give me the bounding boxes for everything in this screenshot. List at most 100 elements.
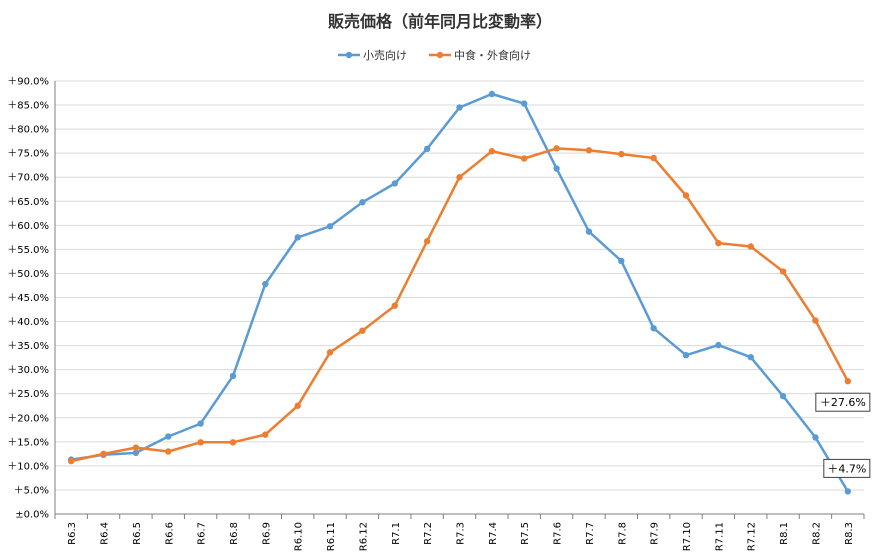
y-tick-label: ＋35.0% — [7, 341, 49, 352]
data-point — [456, 104, 463, 111]
data-point — [391, 302, 398, 309]
x-tick-label: R8.3 — [844, 522, 855, 545]
data-point — [359, 327, 366, 334]
y-tick-label: ＋5.0% — [14, 485, 49, 496]
data-point — [715, 239, 722, 247]
data-point — [294, 402, 301, 409]
data-point — [262, 431, 269, 438]
data-point — [682, 352, 690, 359]
data-point — [197, 439, 204, 446]
chart-title: 販売価格（前年同月比変動率） — [328, 12, 552, 31]
x-tick-label: R6.11 — [326, 522, 337, 551]
data-point — [650, 325, 657, 332]
series-line — [70, 147, 849, 463]
series-0 — [67, 90, 852, 495]
data-point — [747, 353, 754, 361]
y-tick-label: ＋65.0% — [7, 197, 49, 208]
data-point — [844, 378, 852, 385]
y-tick-label: ±0.0% — [15, 510, 49, 521]
data-point — [521, 100, 528, 107]
y-tick-label: ＋10.0% — [7, 461, 49, 472]
data-point — [618, 150, 625, 158]
x-axis-ticks: R6.3 R6.4 R6.5 R6.6 R6.7 R6.8 R6.9 R6.10 R6.11 R6… — [67, 522, 855, 551]
x-tick-label: R7.4 — [488, 522, 499, 545]
data-point — [132, 449, 140, 457]
legend-item: 中食・外食向け — [429, 48, 531, 62]
x-tick-label: R7.10 — [682, 522, 693, 551]
data-point — [326, 349, 334, 356]
data-point — [812, 317, 819, 324]
callouts: ＋27.6% ＋4.7% — [815, 392, 871, 478]
data-point — [521, 155, 528, 162]
data-point — [585, 228, 593, 235]
y-tick-label: ＋90.0% — [7, 77, 49, 88]
legend-marker — [436, 51, 444, 59]
x-tick-label: R6.4 — [100, 522, 111, 545]
data-point — [488, 90, 496, 98]
x-tick-label: R7.11 — [714, 522, 725, 551]
data-point — [423, 238, 431, 245]
legend-item: 小売向け — [338, 48, 407, 62]
data-point — [423, 145, 431, 153]
data-point — [197, 420, 204, 427]
x-tick-label: R6.3 — [67, 522, 78, 545]
callout-label: ＋4.7% — [827, 462, 866, 475]
data-point — [359, 199, 366, 206]
y-tick-label: ＋40.0% — [7, 317, 49, 328]
x-tick-label: R7.8 — [617, 522, 628, 545]
y-tick-label: ＋75.0% — [7, 149, 49, 160]
x-tick-label: R7.5 — [520, 522, 531, 545]
data-point — [682, 192, 690, 199]
data-point — [262, 280, 269, 288]
data-point — [67, 457, 75, 465]
y-tick-label: ＋15.0% — [7, 437, 49, 448]
data-point — [165, 433, 172, 440]
axes — [54, 81, 865, 519]
data-point — [294, 234, 301, 241]
x-tick-label: R6.6 — [164, 522, 175, 545]
y-tick-label: ＋60.0% — [7, 221, 49, 232]
data-point — [779, 392, 787, 400]
data-point — [165, 448, 172, 455]
data-point — [456, 174, 463, 181]
value-callout: ＋27.6% — [815, 392, 871, 412]
y-tick-label: ＋45.0% — [7, 293, 49, 304]
gridlines — [55, 80, 864, 491]
data-point — [747, 243, 754, 250]
y-tick-label: ＋30.0% — [7, 365, 49, 376]
x-tick-label: R7.1 — [391, 522, 402, 545]
x-tick-label: R8.2 — [811, 522, 822, 545]
x-tick-label: R7.3 — [456, 522, 467, 545]
y-tick-label: ＋55.0% — [7, 245, 49, 256]
data-point — [391, 180, 398, 187]
y-tick-label: ＋25.0% — [7, 389, 49, 400]
y-axis-ticks: ±0.0% ＋5.0% ＋10.0% ＋15.0% ＋20.0% ＋25.0% ＋30.0%… — [7, 77, 49, 521]
data-point — [618, 257, 625, 265]
data-point — [553, 145, 560, 152]
legend: 小売向け 中食・外食向け — [338, 48, 531, 62]
callout-box — [823, 458, 871, 478]
data-point — [326, 223, 334, 230]
x-tick-label: R7.6 — [553, 522, 564, 545]
x-tick-label: R6.12 — [358, 522, 369, 551]
data-point — [650, 154, 657, 162]
data-point — [553, 165, 560, 172]
data-point — [488, 148, 496, 155]
data-point — [229, 439, 237, 446]
x-tick-label: R7.12 — [747, 522, 758, 551]
series-layer — [67, 90, 852, 495]
y-tick-label: ＋85.0% — [7, 101, 49, 112]
callout-label: ＋27.6% — [820, 396, 866, 409]
series-1 — [67, 145, 852, 465]
x-tick-label: R6.10 — [294, 522, 305, 551]
data-point — [715, 341, 722, 349]
data-point — [779, 268, 787, 275]
x-tick-label: R6.8 — [229, 522, 240, 545]
legend-marker — [345, 51, 353, 59]
data-point — [100, 450, 107, 458]
x-tick-label: R7.7 — [585, 522, 596, 545]
y-tick-label: ＋20.0% — [7, 413, 49, 424]
y-tick-label: ＋80.0% — [7, 125, 49, 136]
legend-label: 中食・外食向け — [454, 48, 531, 62]
